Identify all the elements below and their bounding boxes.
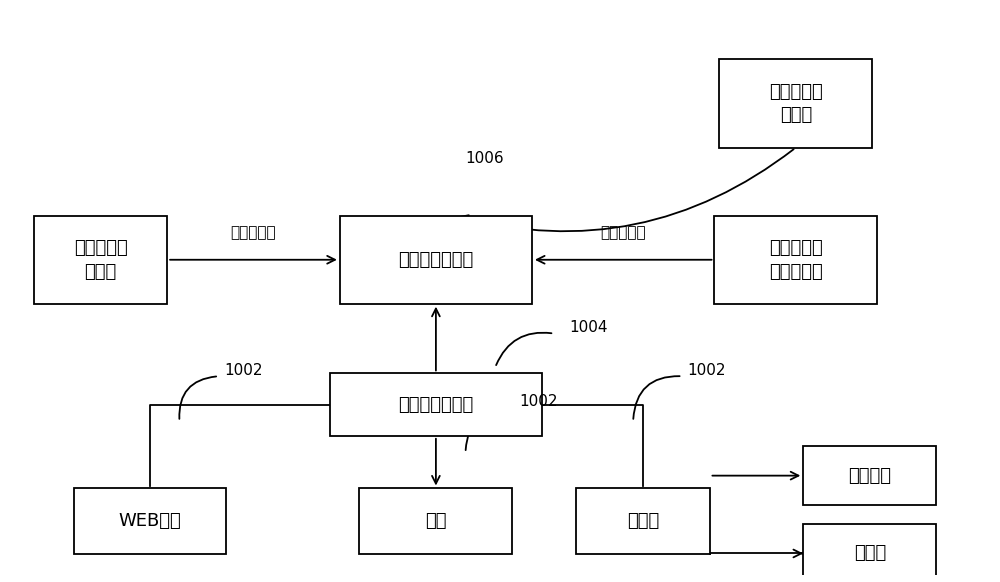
Bar — [576, 488, 710, 553]
Text: 1002: 1002 — [520, 394, 558, 409]
Text: 客户端: 客户端 — [627, 512, 659, 530]
Text: WEB前端: WEB前端 — [119, 512, 181, 530]
Bar — [714, 216, 877, 304]
Bar — [74, 488, 226, 553]
Text: 后端: 后端 — [425, 512, 447, 530]
Text: 转换平台服务器: 转换平台服务器 — [398, 251, 474, 269]
Bar — [803, 446, 936, 505]
Text: 项目管理人
员电脑终端: 项目管理人 员电脑终端 — [769, 239, 823, 281]
Bar — [803, 524, 936, 582]
Text: 门禁机: 门禁机 — [854, 545, 886, 562]
Bar — [330, 374, 542, 436]
Bar — [359, 488, 512, 553]
Text: 1004: 1004 — [569, 321, 608, 335]
Bar — [340, 216, 532, 304]
Text: 迎宾设备: 迎宾设备 — [848, 467, 891, 485]
Text: 1002: 1002 — [687, 363, 726, 378]
Bar — [34, 216, 167, 304]
Text: 1006: 1006 — [465, 151, 504, 166]
Text: 待转换数据: 待转换数据 — [600, 225, 646, 240]
Text: 1002: 1002 — [224, 363, 262, 378]
Text: 语言包管理设备: 语言包管理设备 — [398, 396, 474, 414]
Text: 开发人员电
脑终端: 开发人员电 脑终端 — [74, 239, 128, 281]
Text: 翻译人员电
脑终端: 翻译人员电 脑终端 — [769, 83, 823, 125]
Text: 待转换数据: 待转换数据 — [231, 225, 276, 240]
Bar — [719, 59, 872, 148]
